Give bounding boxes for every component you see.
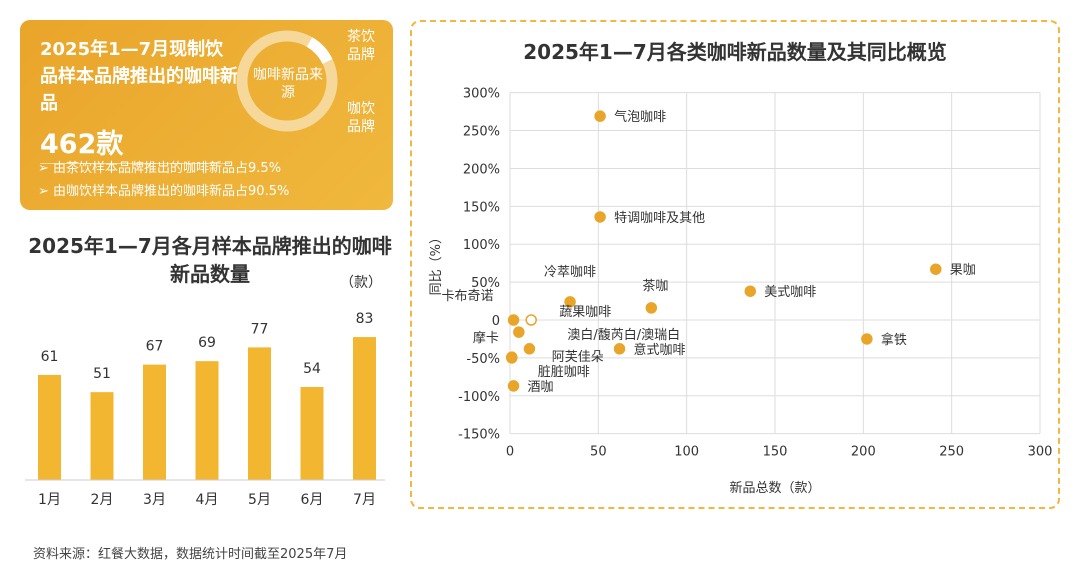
y-tick-label: 200% (463, 162, 500, 177)
x-tick-label: 2月 (91, 492, 114, 508)
x-tick-label: 250 (939, 445, 964, 460)
x-tick-label: 100 (674, 445, 699, 460)
point-label: 蔬果咖啡 (559, 305, 611, 320)
scatter-panel (410, 20, 1060, 509)
scatter-point (744, 285, 757, 297)
scatter-point (613, 343, 626, 355)
bar-value-label: 61 (41, 349, 59, 365)
scatter-point (506, 352, 518, 364)
y-axis-label: 同比（%） (429, 231, 444, 295)
y-tick-label: 50% (471, 276, 500, 291)
bar-chart: 61 1月 51 2月 67 3月 69 4月 77 5月 54 6月 83 7月 (25, 311, 385, 508)
point-label: 摩卡 (473, 330, 499, 346)
scatter-point (513, 326, 525, 338)
point-label: 冷萃咖啡 (544, 265, 596, 280)
x-tick-label: 5月 (248, 492, 271, 508)
bar-value-label: 51 (93, 366, 111, 382)
x-tick-label: 200 (851, 445, 876, 460)
x-tick-label: 7月 (353, 492, 376, 508)
y-tick-label: 150% (463, 200, 500, 215)
bar-3月 (143, 364, 166, 480)
bar-5月 (248, 347, 271, 480)
total-count: 462款 (40, 129, 124, 160)
bar-6月 (300, 387, 324, 480)
scatter-point (861, 333, 873, 345)
x-tick-label: 300 (1028, 445, 1053, 460)
x-tick-label: 1月 (38, 492, 61, 508)
bar-value-label: 83 (356, 311, 374, 327)
y-tick-label: 100% (463, 238, 500, 253)
bar-2月 (90, 392, 114, 480)
point-label: 拿铁 (881, 332, 907, 348)
summary-title: 2025年1—7月现制饮品样本品牌推出的咖啡新品 (40, 39, 238, 114)
x-tick-label: 150 (763, 445, 788, 460)
point-label: 意式咖啡 (634, 342, 686, 358)
point-label: 酒咖 (528, 380, 554, 395)
scatter-point (594, 211, 606, 223)
bar-unit: （款） (340, 275, 382, 291)
point-label: 卡布奇诺 (442, 288, 494, 304)
point-label: 特调咖啡及其他 (614, 211, 705, 226)
scatter-point (523, 343, 536, 355)
point-label: 果咖 (950, 263, 976, 278)
point-label: 气泡咖啡 (614, 109, 666, 125)
donut-tea-slice (236, 30, 338, 132)
bar-value-label: 67 (146, 339, 164, 355)
donut-label-tea: 茶饮品牌 (347, 29, 375, 63)
y-tick-label: -150% (458, 428, 500, 443)
bullet-coffee: ➢ 由咖饮样本品牌推出的咖啡新品占90.5% (38, 184, 290, 199)
scatter-point (525, 314, 537, 326)
y-tick-label: -50% (466, 352, 500, 367)
point-label: 脏脏咖啡 (538, 365, 590, 380)
scatter-point (507, 380, 520, 392)
bar-value-label: 54 (303, 361, 321, 377)
scatter-point (507, 314, 520, 326)
donut-label-coffee: 咖饮品牌 (347, 101, 375, 135)
x-tick-label: 4月 (196, 492, 219, 508)
x-axis-label: 新品总数（款） (729, 480, 820, 496)
scatter-chart-title: 2025年1—7月各类咖啡新品数量及其同比概览 (523, 40, 947, 64)
scatter-point (645, 302, 658, 314)
point-label: 阿芙佳朵 (552, 350, 604, 365)
donut-coffee-slice (236, 30, 338, 132)
point-label: 美式咖啡 (764, 285, 816, 300)
bullet-tea: ➢ 由茶饮样本品牌推出的咖啡新品占9.5% (38, 161, 282, 176)
point-label: 茶咖 (642, 278, 668, 294)
bar-1月 (38, 374, 61, 480)
source-note: 资料来源：红餐大数据，数据统计时间截至2025年7月 (33, 547, 348, 562)
bar-4月 (195, 361, 219, 480)
bar-value-label: 69 (198, 335, 216, 351)
x-tick-label: 50 (590, 445, 607, 460)
divider (40, 163, 230, 164)
scatter-point (930, 263, 942, 275)
bar-7月 (353, 337, 376, 480)
scatter-point (564, 296, 576, 308)
x-tick-label: 6月 (301, 492, 324, 508)
summary-card: 2025年1—7月现制饮品样本品牌推出的咖啡新品 462款 ➢ 由茶饮样本品牌推… (20, 20, 393, 210)
y-tick-label: 250% (463, 125, 500, 140)
scatter-chart: -150% -100% -50% 0 50% 100% 150% 200% 250% 300% 0 5… (429, 87, 1053, 496)
bar-chart-title: 2025年1—7月各月样本品牌推出的咖啡新品数量 (28, 234, 392, 286)
x-tick-label: 0 (506, 445, 514, 460)
source-donut (236, 30, 338, 132)
point-label: 澳白/馥芮白/澳瑞白 (567, 327, 680, 343)
scatter-point (594, 110, 606, 122)
y-tick-label: 300% (463, 87, 500, 102)
bar-value-label: 77 (251, 321, 269, 337)
y-tick-label: -100% (458, 390, 500, 405)
y-tick-label: 0 (492, 314, 500, 329)
donut-center-label: 咖啡新品来源 (253, 67, 323, 101)
x-tick-label: 3月 (143, 492, 166, 508)
